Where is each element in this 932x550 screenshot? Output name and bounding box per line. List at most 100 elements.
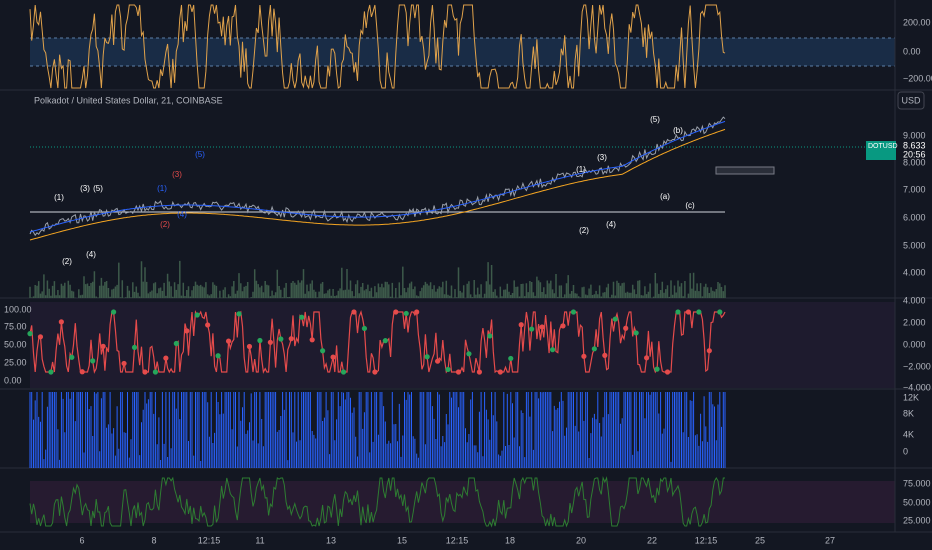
- stoch-dot: [330, 354, 336, 360]
- wave-label: (5): [93, 184, 103, 193]
- axis-label: 0.000: [903, 339, 926, 349]
- axis-label: 0.00: [903, 46, 921, 56]
- x-axis-label: 20: [576, 535, 586, 545]
- stoch-dot: [225, 338, 232, 344]
- spikes: [29, 392, 726, 468]
- wave-label: (3): [172, 170, 182, 179]
- axis-label: 75.000: [903, 478, 931, 488]
- stoch-dot: [257, 337, 263, 344]
- rsi-line: [29, 476, 725, 528]
- stoch-dot: [685, 309, 692, 315]
- stoch-dot: [633, 330, 639, 336]
- axis-label: 8K: [903, 408, 914, 418]
- stoch-dot: [173, 340, 179, 347]
- wave-label: (2): [160, 220, 170, 229]
- stoch-dot: [246, 343, 253, 350]
- stoch-dot: [570, 309, 577, 315]
- axis-label: 4.000: [903, 267, 926, 277]
- stoch-dot: [664, 369, 671, 375]
- stoch-dot: [111, 309, 117, 315]
- axis-label: 6.000: [903, 212, 926, 222]
- stoch-dot: [121, 360, 127, 367]
- x-axis-label: 15: [397, 535, 407, 545]
- left-axis-label: 75.00: [4, 321, 27, 331]
- band: [30, 38, 895, 66]
- stoch-dot: [299, 314, 305, 320]
- stoch-dot: [37, 334, 44, 340]
- stoch-dot: [48, 369, 54, 375]
- stoch-dot: [205, 322, 211, 328]
- oscillator: [29, 4, 726, 90]
- wave-label: (3): [597, 153, 607, 162]
- wave-label: (5): [195, 150, 205, 159]
- axis-label: 7.000: [903, 184, 926, 194]
- stoch-dot: [393, 309, 399, 315]
- badge-time: 20:56: [903, 149, 926, 159]
- currency[interactable]: USD: [901, 95, 921, 105]
- wave-label: (1): [157, 184, 167, 193]
- stoch-dot: [215, 353, 221, 359]
- wave-label: (4): [177, 210, 187, 219]
- wave-label: (2): [62, 257, 72, 266]
- axis-label: 200.00: [903, 17, 931, 27]
- axis-label: 12K: [903, 392, 919, 402]
- stoch-dot: [131, 344, 138, 351]
- wave-label: (4): [606, 220, 616, 229]
- axis-label: 4.000: [903, 295, 926, 305]
- stoch-dot: [361, 325, 368, 332]
- stoch-dot: [612, 316, 618, 322]
- axis-label: −4.000: [903, 382, 931, 392]
- stoch-dot: [487, 333, 493, 339]
- stoch-dot: [654, 366, 660, 372]
- stoch-dot: [278, 336, 284, 342]
- x-axis-label: 12:15: [446, 535, 469, 545]
- axis-label: 9.000: [903, 130, 926, 140]
- badge-price: 8.633: [903, 140, 926, 150]
- stoch-dot: [508, 355, 514, 362]
- stoch-dot: [696, 309, 702, 315]
- left-axis-label: 100.00: [4, 304, 32, 314]
- wave-label: (3): [80, 184, 90, 193]
- left-axis-label: 50.00: [4, 339, 27, 349]
- stoch-dot: [476, 369, 482, 375]
- currency-button[interactable]: [897, 91, 925, 110]
- x-axis-label: 22: [647, 535, 657, 545]
- x-axis-label: 6: [79, 535, 84, 545]
- x-axis-label: 8: [151, 535, 156, 545]
- stoch-dot: [717, 309, 723, 315]
- stoch-dot: [163, 355, 169, 361]
- stoch-dot: [445, 366, 451, 373]
- stoch-dot: [549, 347, 556, 353]
- stoch-dot: [644, 355, 650, 361]
- axis-label: −200.00: [903, 73, 932, 83]
- stoch-dot: [340, 369, 347, 375]
- stoch-dot: [69, 354, 75, 360]
- stoch-dot: [675, 309, 681, 315]
- stoch-dot: [706, 348, 712, 354]
- stoch-dot: [466, 351, 472, 357]
- price: [29, 116, 726, 237]
- stoch-dot: [414, 309, 420, 315]
- stoch-dot: [320, 348, 326, 354]
- stoch-dot: [194, 312, 200, 318]
- moving-average: [29, 128, 726, 241]
- stoch-dot: [424, 354, 430, 360]
- stoch-dot: [351, 309, 357, 315]
- left-axis-label: 0.00: [4, 375, 22, 385]
- symbol-title: Polkadot / United States Dollar, 21, COI…: [34, 95, 223, 105]
- wave-label: (c): [685, 201, 695, 210]
- axis-label: 8.000: [903, 157, 926, 167]
- axis-label: 4K: [903, 429, 914, 439]
- axis-label: 0: [903, 446, 908, 456]
- axis-label: −2.000: [903, 361, 931, 371]
- volume-bars: [29, 260, 726, 298]
- x-axis-label: 11: [255, 535, 264, 545]
- stoch-dot: [372, 369, 378, 375]
- band: [30, 302, 895, 388]
- x-axis-label: 27: [825, 535, 835, 545]
- stoch-dot: [142, 369, 148, 375]
- axis-label: 2.000: [903, 317, 926, 327]
- stoch-dot: [560, 323, 566, 329]
- stoch-dot: [529, 326, 535, 332]
